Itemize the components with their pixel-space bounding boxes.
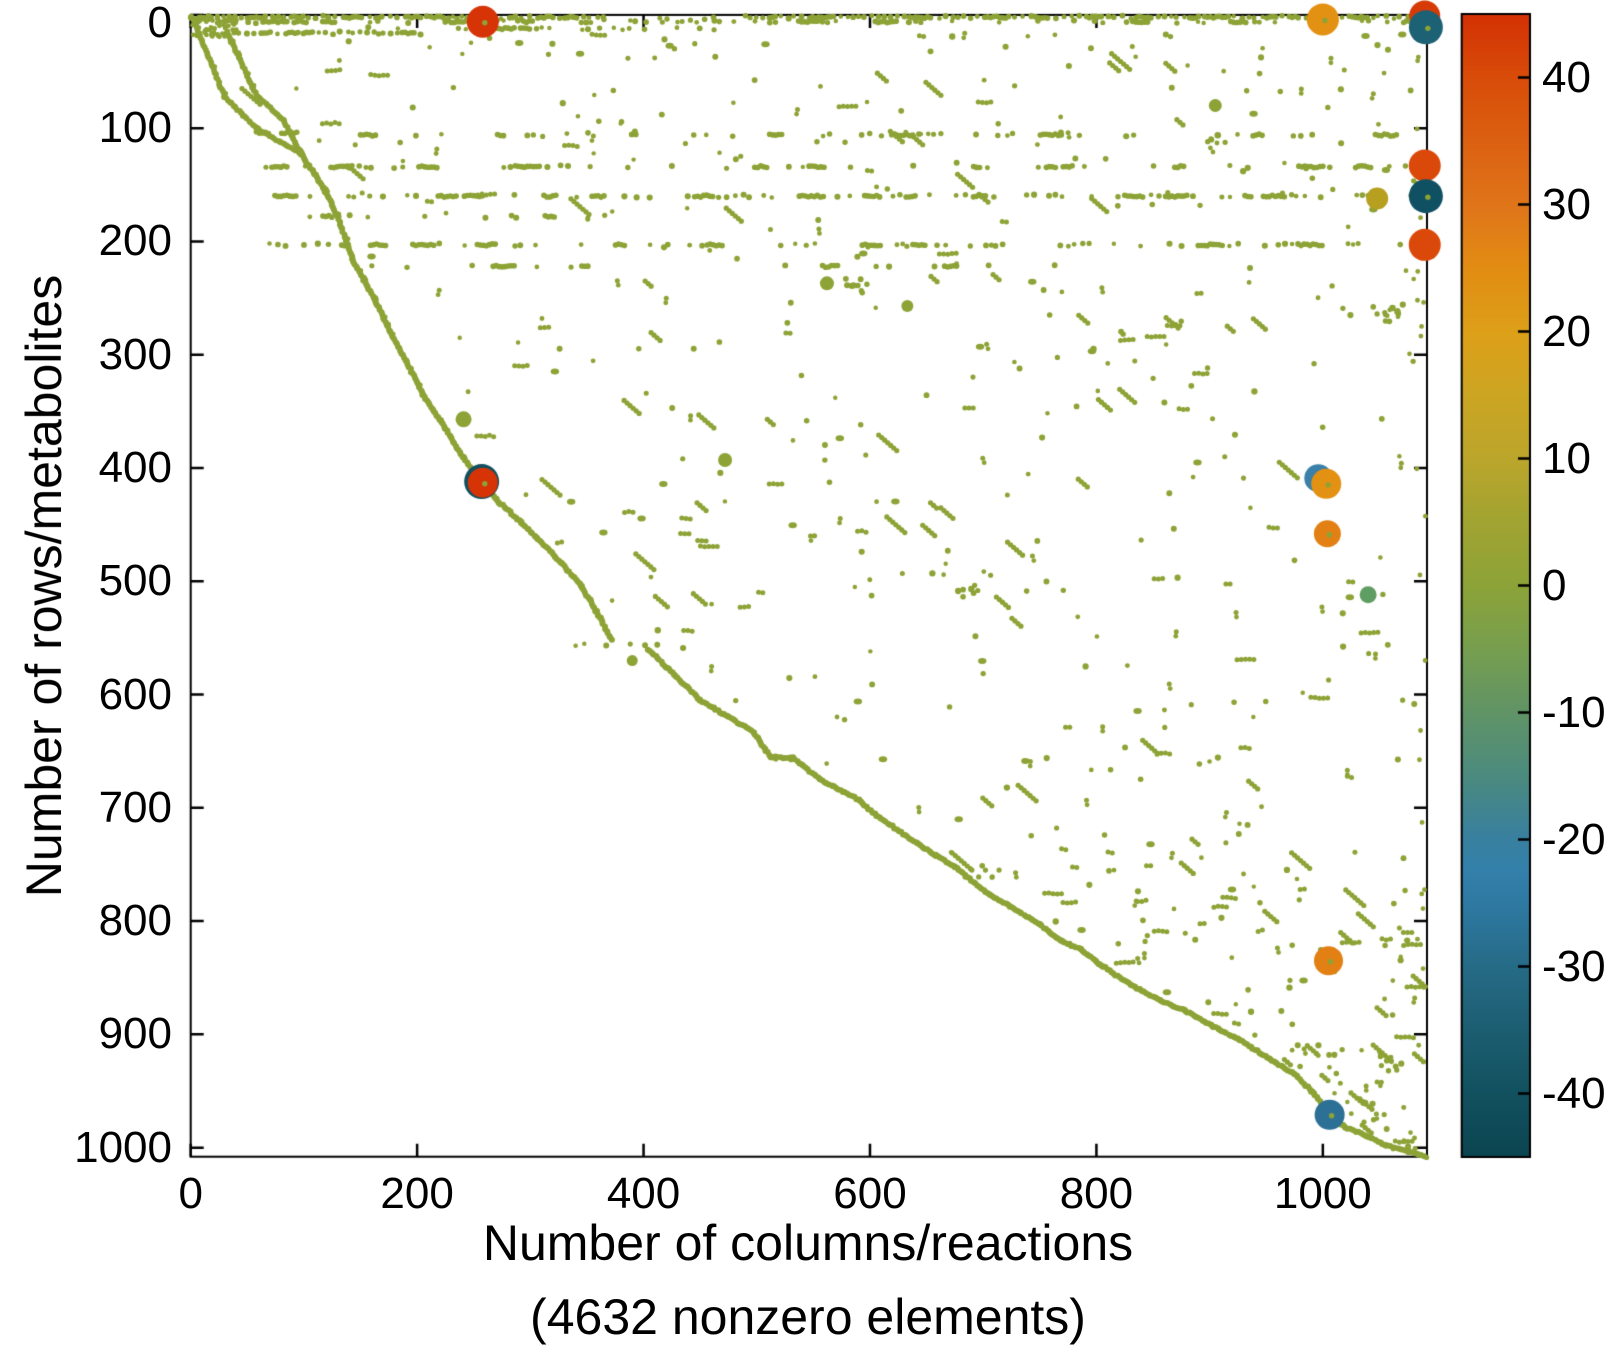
x-tick-label: 400 [606, 1169, 681, 1218]
x-tick-label: 800 [1059, 1169, 1134, 1218]
y-tick-label: 0 [147, 0, 172, 47]
y-tick-label: 800 [98, 896, 172, 946]
x-tick-label: 0 [178, 1169, 203, 1218]
x-axis-sublabel: (4632 nonzero elements) [530, 1289, 1086, 1345]
y-tick-label: 300 [98, 329, 172, 379]
colorbar-tick-label: -40 [1542, 1068, 1606, 1118]
y-tick-label: 1000 [74, 1122, 172, 1172]
x-tick-label: 600 [833, 1169, 907, 1218]
colorbar-tick-label: 10 [1542, 433, 1591, 483]
colorbar-tick-label: 40 [1542, 52, 1591, 102]
x-tick-label: 200 [380, 1169, 454, 1218]
y-tick-label: 100 [98, 103, 172, 153]
y-tick-label: 700 [98, 782, 172, 832]
x-axis-label: Number of columns/reactions [482, 1215, 1134, 1271]
y-tick-label: 600 [98, 669, 172, 719]
colorbar-tick-label: 0 [1542, 560, 1567, 610]
y-axis-label: Number of rows/metabolites [16, 274, 72, 898]
y-tick-label: 900 [98, 1009, 172, 1059]
colorbar-tick-label: -30 [1542, 941, 1606, 991]
colorbar-tick-label: -10 [1542, 687, 1606, 737]
x-tick-label: 1000 [1273, 1169, 1372, 1218]
colorbar-tick-label: 30 [1542, 179, 1591, 229]
colorbar-tick-label: -20 [1542, 814, 1606, 864]
y-tick-label: 500 [98, 556, 172, 606]
y-tick-label: 200 [98, 216, 172, 266]
y-tick-label: 400 [98, 442, 172, 492]
colorbar-tick-label: 20 [1542, 306, 1591, 356]
